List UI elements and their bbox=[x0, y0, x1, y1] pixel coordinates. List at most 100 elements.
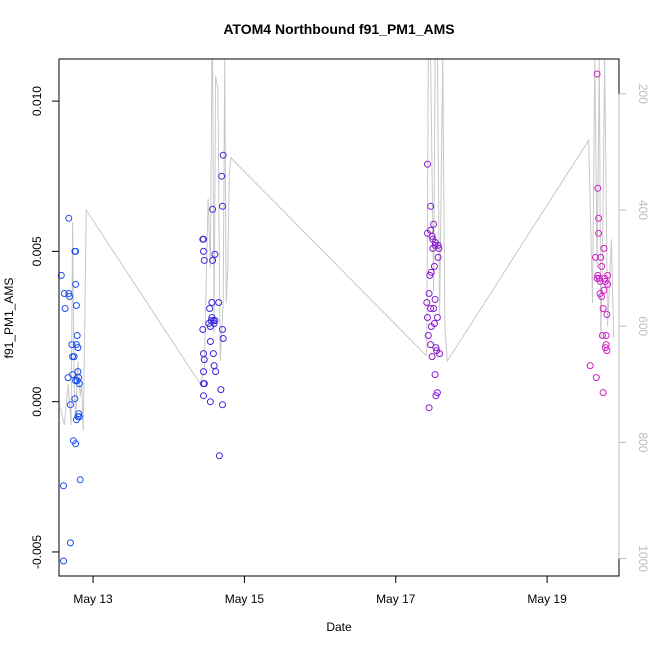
data-point-s1-9 bbox=[200, 380, 208, 388]
y2-tick-label: 800 bbox=[636, 432, 650, 452]
data-point-s0-15 bbox=[70, 353, 78, 361]
data-point-s1-34 bbox=[219, 326, 226, 333]
data-point-s1-36 bbox=[219, 401, 226, 409]
y-tick-label: -0.005 bbox=[30, 535, 44, 569]
data-point-s1-10 bbox=[200, 392, 207, 400]
altitude-line bbox=[60, 58, 615, 431]
y2-tick-label: 1000 bbox=[636, 545, 650, 572]
data-point-s3-19 bbox=[602, 332, 610, 339]
data-point-s3-14 bbox=[600, 286, 608, 294]
data-point-s1-27 bbox=[206, 398, 214, 406]
data-point-s3-23 bbox=[604, 280, 612, 288]
data-point-s1-23 bbox=[211, 250, 219, 258]
data-point-s2-29 bbox=[432, 392, 440, 400]
data-point-s3-5 bbox=[594, 184, 602, 192]
data-point-s1-22 bbox=[211, 317, 219, 324]
data-point-s1-4 bbox=[199, 326, 207, 333]
data-point-s0-0 bbox=[57, 271, 65, 279]
data-point-s2-12 bbox=[427, 341, 435, 349]
data-point-s0-32 bbox=[72, 416, 80, 424]
data-point-s0-7 bbox=[65, 290, 73, 297]
data-point-s1-6 bbox=[200, 356, 208, 364]
x-tick-label: May 17 bbox=[376, 592, 416, 606]
data-point-s2-19 bbox=[430, 320, 438, 327]
data-point-s1-21 bbox=[210, 320, 218, 327]
data-point-s0-31 bbox=[72, 440, 80, 448]
data-point-s2-9 bbox=[427, 305, 435, 312]
y2-tick-label: 600 bbox=[636, 316, 650, 336]
scatter-points bbox=[57, 70, 612, 565]
data-point-s0-4 bbox=[61, 305, 69, 312]
data-point-s3-7 bbox=[595, 229, 603, 237]
data-point-s3-24 bbox=[599, 389, 607, 397]
data-point-s0-34 bbox=[71, 395, 79, 403]
data-point-s3-0 bbox=[586, 362, 594, 370]
data-point-s2-33 bbox=[431, 238, 439, 246]
data-point-s1-1 bbox=[200, 235, 207, 243]
data-point-s0-18 bbox=[72, 280, 80, 288]
data-point-s0-8 bbox=[66, 293, 74, 300]
y2-tick-label: 400 bbox=[636, 200, 650, 220]
data-point-s3-21 bbox=[603, 347, 611, 355]
data-point-s2-10 bbox=[427, 268, 435, 276]
y-axis-label: f91_PM1_AMS bbox=[2, 278, 16, 359]
data-point-s0-2 bbox=[60, 557, 67, 565]
y-tick-label: 0.005 bbox=[30, 236, 44, 266]
x-axis-label: Date bbox=[326, 620, 352, 634]
data-point-s1-26 bbox=[210, 362, 218, 370]
data-point-s2-20 bbox=[431, 296, 439, 303]
data-point-s1-30 bbox=[217, 386, 225, 394]
data-point-s2-34 bbox=[433, 314, 441, 321]
data-point-s1-29 bbox=[215, 452, 223, 460]
data-point-s3-1 bbox=[592, 253, 599, 261]
data-point-s3-12 bbox=[598, 332, 606, 339]
data-point-s2-16 bbox=[430, 220, 438, 228]
data-point-s0-6 bbox=[65, 214, 73, 222]
data-point-s3-25 bbox=[592, 374, 600, 382]
data-point-s3-11 bbox=[598, 293, 606, 300]
y2-tick-label: 200 bbox=[636, 84, 650, 104]
x-tick-label: May 15 bbox=[225, 592, 265, 606]
data-point-s0-13 bbox=[69, 371, 77, 379]
data-point-s1-3 bbox=[200, 256, 208, 264]
x-tick-label: May 13 bbox=[73, 592, 113, 606]
data-point-s0-3 bbox=[60, 290, 68, 297]
data-point-s3-6 bbox=[595, 214, 603, 222]
data-point-s0-22 bbox=[73, 332, 81, 339]
data-point-s3-20 bbox=[603, 311, 611, 318]
data-point-s2-28 bbox=[431, 371, 439, 379]
data-point-s1-12 bbox=[206, 305, 214, 312]
data-point-s3-2 bbox=[593, 70, 601, 78]
data-point-s2-3 bbox=[424, 314, 431, 321]
data-point-s2-22 bbox=[432, 344, 440, 352]
data-point-s2-18 bbox=[430, 305, 438, 312]
data-point-s2-30 bbox=[435, 244, 443, 252]
y-tick-label: 0.000 bbox=[30, 386, 44, 416]
data-point-s2-26 bbox=[425, 404, 433, 412]
data-point-s2-4 bbox=[424, 332, 432, 339]
y-tick-label: 0.010 bbox=[30, 86, 44, 116]
data-point-s0-17 bbox=[72, 247, 80, 255]
data-point-s0-10 bbox=[66, 539, 74, 547]
data-point-s1-14 bbox=[206, 338, 214, 345]
data-point-s2-5 bbox=[425, 290, 433, 297]
data-point-s2-7 bbox=[427, 202, 435, 210]
data-point-s1-2 bbox=[200, 247, 207, 255]
data-point-s1-18 bbox=[209, 256, 217, 264]
data-point-s0-27 bbox=[75, 410, 83, 418]
data-point-s3-10 bbox=[597, 253, 605, 261]
data-point-s1-28 bbox=[215, 299, 223, 306]
data-point-s1-33 bbox=[219, 202, 226, 210]
data-point-s0-1 bbox=[60, 482, 67, 490]
data-point-s0-9 bbox=[66, 401, 74, 409]
data-point-s2-2 bbox=[423, 299, 431, 306]
data-point-s2-27 bbox=[428, 353, 436, 361]
data-point-s0-33 bbox=[72, 377, 80, 385]
data-point-s2-0 bbox=[424, 160, 431, 168]
data-point-s1-32 bbox=[219, 151, 227, 159]
data-point-s2-17 bbox=[430, 262, 438, 270]
data-point-s3-22 bbox=[604, 271, 612, 279]
data-point-s2-32 bbox=[436, 350, 444, 358]
x-tick-label: May 19 bbox=[527, 592, 567, 606]
